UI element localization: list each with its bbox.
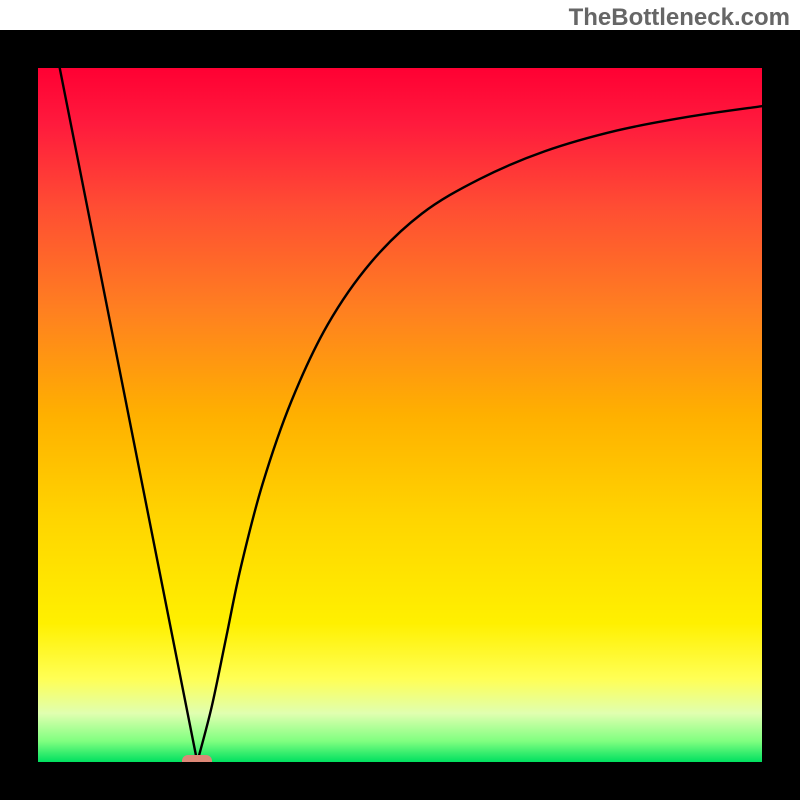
optimal-point-marker bbox=[182, 755, 212, 762]
watermark-text: TheBottleneck.com bbox=[569, 4, 790, 32]
chart-container: TheBottleneck.com bbox=[0, 0, 800, 800]
frame-top bbox=[0, 30, 800, 68]
bottleneck-curve bbox=[38, 68, 762, 762]
frame-right bbox=[762, 30, 800, 800]
plot-area bbox=[38, 68, 762, 762]
frame-left bbox=[0, 30, 38, 800]
frame-bottom bbox=[0, 762, 800, 800]
